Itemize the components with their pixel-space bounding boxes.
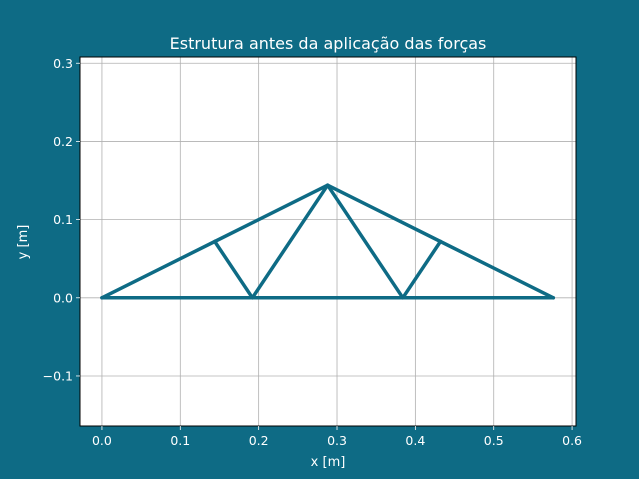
truss-member <box>325 183 443 244</box>
x-tick-label: 0.6 <box>562 433 582 448</box>
truss-member <box>213 239 255 300</box>
chart-title: Estrutura antes da aplicação das forças <box>170 34 487 53</box>
truss-member <box>250 183 330 300</box>
truss-member <box>213 183 330 244</box>
y-tick-label: 0.2 <box>53 134 73 149</box>
x-tick-label: 0.3 <box>327 433 347 448</box>
x-tick-label: 0.2 <box>249 433 269 448</box>
x-axis-ticks: 0.0 0.1 0.2 0.3 0.4 0.5 0.6 <box>92 426 582 448</box>
truss-member <box>401 239 443 300</box>
y-axis-label: y [m] <box>16 225 31 260</box>
x-tick-label: 0.0 <box>92 433 112 448</box>
truss-member <box>100 239 217 300</box>
truss-members <box>100 183 556 300</box>
truss-member <box>438 239 556 300</box>
y-tick-label: 0.1 <box>53 212 73 227</box>
x-tick-label: 0.5 <box>484 433 504 448</box>
x-tick-label: 0.4 <box>405 433 425 448</box>
y-tick-label: 0.3 <box>53 56 73 71</box>
x-axis-label: x [m] <box>311 455 346 470</box>
y-axis-ticks: −0.1 0.0 0.1 0.2 0.3 <box>43 56 80 383</box>
y-tick-label: −0.1 <box>43 368 73 383</box>
axes-frame <box>79 56 577 427</box>
axes-background <box>80 57 576 426</box>
y-tick-label: 0.0 <box>53 290 73 305</box>
truss-member <box>325 183 405 300</box>
x-tick-label: 0.1 <box>170 433 190 448</box>
plot-area <box>79 56 577 427</box>
